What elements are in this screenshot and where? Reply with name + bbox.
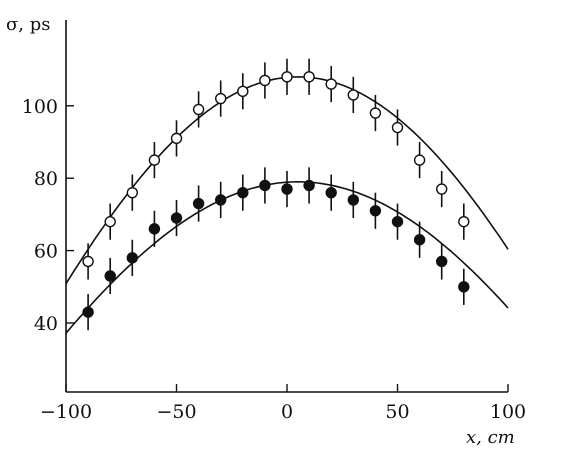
data-point-open — [82, 255, 94, 268]
data-point-open — [325, 78, 337, 90]
data-point-filled — [214, 194, 227, 206]
y-tick-label: 60 — [34, 241, 58, 263]
data-point-filled — [192, 197, 205, 210]
data-point-open — [237, 85, 249, 98]
data-point-filled — [148, 223, 161, 235]
data-point-open — [413, 154, 426, 166]
y-ticks: 40 60 80 100 — [22, 96, 74, 335]
data-point-open — [148, 154, 161, 166]
y-tick-label: 40 — [34, 313, 58, 335]
data-point-open — [126, 186, 139, 199]
x-axis-label: x, cm — [466, 427, 515, 448]
data-point-filled — [82, 306, 94, 318]
data-point-filled — [436, 255, 448, 268]
data-point-open — [214, 92, 227, 105]
x-tick-label: 100 — [490, 401, 526, 423]
x-tick-label: 0 — [281, 401, 293, 423]
data-point-open — [192, 103, 205, 116]
x-tick-label: 50 — [385, 401, 409, 423]
data-point-filled — [170, 212, 183, 224]
y-tick-label: 80 — [34, 168, 58, 190]
data-points — [82, 58, 470, 331]
x-tick-label: −100 — [40, 401, 92, 423]
x-ticks: −100 −50 0 50 100 — [40, 384, 526, 423]
data-point-open — [259, 74, 271, 87]
data-point-filled — [347, 194, 359, 206]
data-point-filled — [237, 186, 249, 199]
data-point-filled — [413, 234, 426, 246]
x-tick-label: −50 — [156, 401, 196, 423]
data-point-filled — [259, 179, 271, 192]
data-point-open — [347, 89, 359, 101]
y-axis-label: σ, ps — [6, 14, 51, 35]
data-point-open — [281, 71, 293, 83]
y-tick-label: 100 — [22, 96, 58, 118]
data-point-open — [303, 71, 315, 83]
data-point-open — [104, 215, 116, 228]
data-point-open — [458, 215, 470, 228]
data-point-open — [436, 183, 448, 195]
data-point-open — [369, 107, 382, 119]
data-point-open — [170, 132, 183, 145]
data-point-filled — [369, 205, 382, 217]
data-point-open — [391, 121, 404, 134]
data-point-filled — [325, 186, 337, 199]
data-point-filled — [391, 215, 404, 228]
data-point-filled — [126, 252, 139, 264]
data-point-filled — [281, 183, 293, 195]
data-point-filled — [104, 270, 116, 282]
data-point-filled — [458, 281, 470, 293]
data-point-filled — [303, 179, 315, 192]
